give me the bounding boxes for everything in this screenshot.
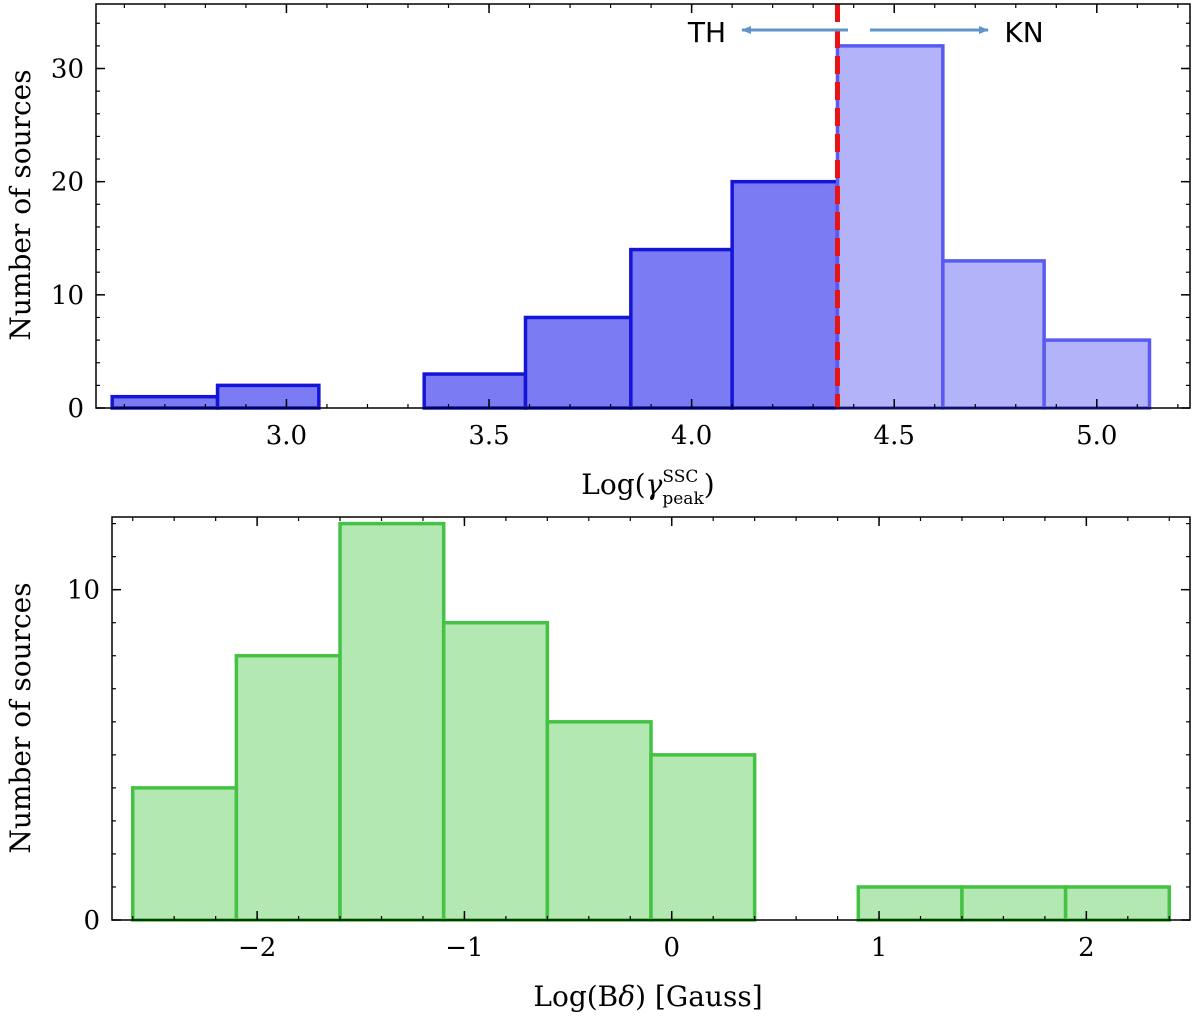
top-histogram-bar bbox=[941, 259, 1046, 410]
top-x-tick-label: 3.5 bbox=[468, 421, 509, 451]
bottom-histogram: −2 −1 0 1 2 0 10 Log(Bδ) [Gauss] Number of sou… bbox=[4, 516, 1191, 1013]
bottom-y-tick-label: 0 bbox=[83, 906, 100, 936]
kn-label: KN bbox=[1004, 16, 1043, 49]
bottom-histogram-bar bbox=[234, 653, 342, 922]
bottom-plot-frame bbox=[111, 516, 1191, 921]
top-histogram: 3.0 3.5 4.0 4.5 5.0 0 10 20 30 TH KN Log(γSSC pea… bbox=[4, 3, 1191, 509]
bottom-y-axis-title: Number of sources bbox=[4, 582, 37, 853]
top-y-tick-label: 0 bbox=[67, 394, 84, 424]
bottom-x-tick-label: 2 bbox=[1078, 933, 1095, 963]
top-histogram-bar bbox=[730, 179, 840, 410]
bottom-histogram-bar bbox=[441, 620, 550, 922]
bottom-x-tick-label: 1 bbox=[871, 933, 888, 963]
bottom-axis-ticks: −2 −1 0 1 2 0 10 bbox=[67, 517, 1190, 963]
top-histogram-bar bbox=[835, 44, 945, 410]
bottom-x-tick-label: 0 bbox=[663, 933, 680, 963]
top-x-tick-label: 4.0 bbox=[671, 421, 712, 451]
top-y-tick-label: 30 bbox=[51, 55, 84, 85]
top-y-tick-label: 10 bbox=[51, 281, 84, 311]
bottom-y-tick-label: 10 bbox=[67, 576, 100, 606]
bottom-histogram-bar bbox=[130, 786, 239, 922]
top-y-tick-label: 20 bbox=[51, 168, 84, 198]
bottom-bars bbox=[130, 521, 1172, 922]
top-annotations: TH KN bbox=[687, 16, 1044, 49]
bottom-histogram-bar bbox=[1063, 885, 1172, 922]
bottom-x-axis-title: Log(Bδ) [Gauss] bbox=[533, 980, 762, 1013]
bottom-histogram-bar bbox=[338, 521, 446, 922]
top-x-tick-label: 4.5 bbox=[874, 421, 915, 451]
top-histogram-bar bbox=[215, 383, 321, 410]
bottom-histogram-bar bbox=[649, 753, 757, 922]
top-axis-ticks: 3.0 3.5 4.0 4.5 5.0 0 10 20 30 bbox=[51, 4, 1190, 451]
bottom-x-tick-label: −2 bbox=[238, 933, 276, 963]
top-bars bbox=[110, 44, 1152, 410]
th-label: TH bbox=[687, 16, 726, 49]
top-y-axis-title: Number of sources bbox=[4, 69, 37, 340]
top-histogram-bar bbox=[523, 315, 633, 410]
bottom-histogram-bar bbox=[545, 720, 653, 922]
bottom-histogram-bar bbox=[960, 885, 1068, 922]
bottom-x-tick-label: −1 bbox=[445, 933, 483, 963]
top-histogram-bar bbox=[422, 372, 528, 410]
top-x-axis-title: Log(γSSC peak) bbox=[581, 467, 714, 509]
top-x-tick-label: 5.0 bbox=[1076, 421, 1117, 451]
top-x-tick-label: 3.0 bbox=[266, 421, 307, 451]
top-histogram-bar bbox=[629, 247, 734, 410]
bottom-histogram-bar bbox=[856, 885, 964, 922]
top-plot-frame bbox=[95, 3, 1191, 409]
top-histogram-bar bbox=[1042, 338, 1152, 410]
